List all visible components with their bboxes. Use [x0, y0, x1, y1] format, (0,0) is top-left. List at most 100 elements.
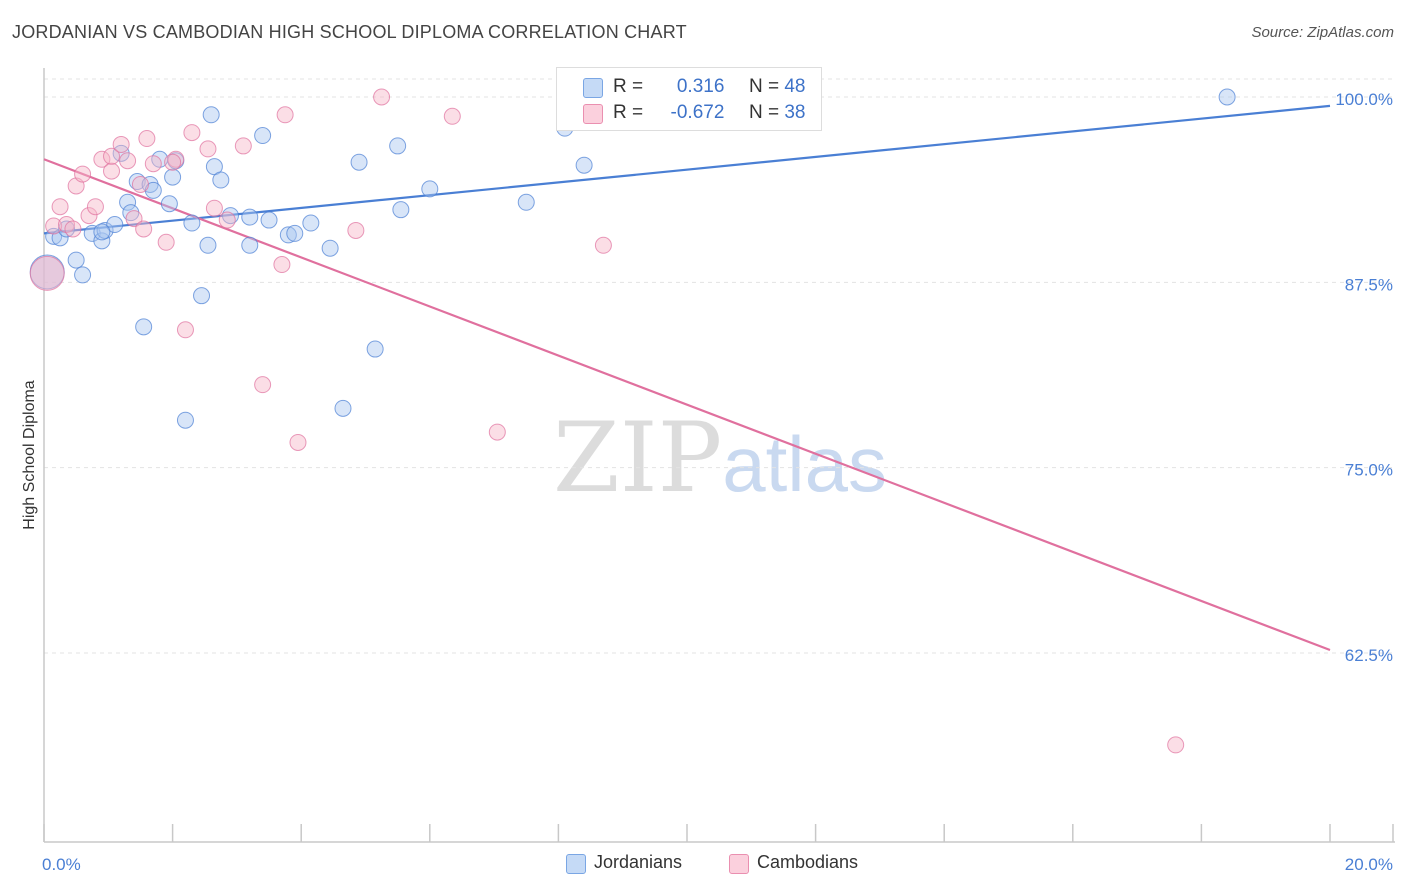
trend-line-cambodians	[43, 158, 1331, 652]
watermark-zip: ZIP	[553, 402, 723, 514]
point-jordanian	[128, 173, 146, 191]
point-jordanian	[575, 156, 593, 174]
point-cambodian	[64, 220, 82, 238]
point-jordanian	[74, 266, 92, 284]
point-jordanian	[106, 216, 124, 234]
point-cambodian	[273, 256, 291, 274]
point-cambodian	[51, 198, 69, 216]
point-cambodian	[164, 153, 182, 171]
point-jordanian	[67, 251, 85, 269]
point-cambodian	[289, 433, 307, 451]
r-value: 0.316	[676, 76, 725, 97]
point-cambodian	[138, 130, 156, 148]
watermark: ZIPatlas	[553, 402, 887, 514]
point-cambodian	[74, 165, 92, 183]
data-points	[29, 88, 1236, 754]
point-cambodian	[488, 423, 506, 441]
x-tick-label: 0.0%	[42, 855, 81, 874]
chart-title: JORDANIAN VS CAMBODIAN HIGH SCHOOL DIPLO…	[12, 22, 687, 42]
legend-label-jordanians: Jordanians	[594, 852, 683, 872]
point-cambodian	[135, 220, 153, 238]
legend-swatch-cambodians	[729, 854, 749, 874]
point-jordanian	[119, 193, 137, 211]
point-cambodian	[45, 217, 63, 235]
y-tick-label: 62.5%	[1345, 646, 1393, 665]
watermark-atlas: atlas	[722, 420, 887, 508]
point-jordanian	[193, 287, 211, 305]
point-jordanian	[93, 232, 111, 250]
point-jordanian	[1218, 88, 1236, 106]
point-jordanian	[421, 180, 439, 198]
point-jordanian	[321, 239, 339, 257]
axes	[43, 68, 1395, 843]
point-cambodian	[131, 175, 149, 193]
point-cambodian	[199, 140, 217, 158]
point-jordanian	[286, 224, 304, 242]
point-cambodian	[254, 376, 272, 394]
point-cambodian	[373, 88, 391, 106]
point-jordanian	[389, 137, 407, 155]
point-jordanian	[176, 411, 194, 429]
point-jordanian	[302, 214, 320, 232]
n-label: N =	[748, 102, 780, 123]
trend-line-jordanians	[43, 104, 1331, 235]
point-cambodian	[234, 137, 252, 155]
point-jordanian	[392, 201, 410, 219]
y-tick-label: 87.5%	[1345, 275, 1393, 294]
stats-legend: R = 0.316 N = 48 R = -0.672 N = 38	[556, 67, 822, 131]
r-value: -0.672	[670, 102, 725, 123]
n-value: 48	[784, 76, 806, 97]
tick-labels: 62.5% 75.0% 87.5% 100.0% 0.0% 20.0%	[42, 90, 1393, 874]
point-cambodian	[144, 155, 162, 173]
point-cambodian	[29, 255, 65, 291]
point-jordanian	[350, 153, 368, 171]
point-jordanian	[164, 168, 182, 186]
point-jordanian	[58, 220, 76, 238]
point-cambodian	[103, 147, 121, 165]
r-label: R =	[613, 102, 644, 123]
point-cambodian	[218, 211, 236, 229]
point-cambodian	[1167, 736, 1185, 754]
source-label: Source: ZipAtlas.com	[1251, 24, 1394, 41]
point-jordanian	[135, 318, 153, 336]
swatch-cambodians	[583, 104, 603, 124]
point-jordanian	[202, 106, 220, 124]
point-jordanian	[241, 236, 259, 254]
point-cambodian	[205, 199, 223, 217]
point-jordanian	[254, 127, 272, 145]
point-cambodian	[167, 150, 185, 168]
swatch-jordanians	[583, 78, 603, 98]
point-cambodian	[183, 124, 201, 142]
point-cambodian	[443, 107, 461, 125]
point-jordanian	[199, 236, 217, 254]
x-tick-label: 20.0%	[1345, 855, 1393, 874]
point-cambodian	[125, 210, 143, 228]
point-cambodian	[276, 106, 294, 124]
grid-lines	[44, 78, 1395, 654]
point-jordanian	[93, 223, 111, 241]
point-jordanian	[517, 193, 535, 211]
point-jordanian	[260, 211, 278, 229]
n-label: N =	[748, 76, 780, 97]
y-tick-label: 75.0%	[1345, 461, 1393, 480]
r-label: R =	[613, 76, 644, 97]
point-jordanian	[334, 399, 352, 417]
point-cambodian	[157, 233, 175, 251]
point-cambodian	[103, 162, 121, 180]
point-cambodian	[86, 198, 104, 216]
point-cambodian	[347, 221, 365, 239]
point-jordanian	[212, 171, 230, 189]
y-tick-label: 100.0%	[1335, 90, 1393, 109]
point-cambodian	[594, 236, 612, 254]
point-cambodian	[119, 152, 137, 170]
series-legend: Jordanians Cambodians	[0, 852, 1406, 878]
point-jordanian	[183, 214, 201, 232]
point-cambodian	[112, 135, 130, 153]
point-jordanian	[279, 226, 297, 244]
legend-label-cambodians: Cambodians	[757, 852, 859, 872]
point-jordanian	[241, 208, 259, 226]
point-jordanian	[366, 340, 384, 358]
point-cambodian	[80, 207, 98, 225]
n-value: 38	[784, 102, 806, 123]
point-jordanian	[160, 195, 178, 213]
